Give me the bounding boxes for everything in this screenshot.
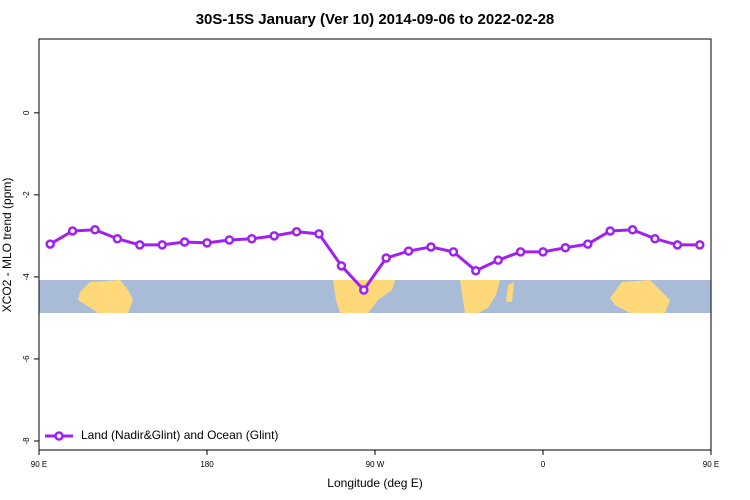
point xyxy=(135,240,145,250)
point xyxy=(471,266,481,276)
point xyxy=(538,247,548,257)
land xyxy=(333,280,395,313)
point xyxy=(202,238,212,248)
chart-title: 30S-15S January (Ver 10) 2014-09-06 to 2… xyxy=(196,11,555,28)
point xyxy=(672,240,683,250)
x-tick-label: 180 xyxy=(200,460,214,469)
x-tick-label: 0 xyxy=(541,460,546,469)
x-tick-label: 90 E xyxy=(703,460,719,469)
point xyxy=(583,239,593,249)
land xyxy=(506,282,514,302)
point xyxy=(381,253,391,263)
point xyxy=(605,226,615,236)
point xyxy=(650,234,660,244)
legend-label: Land (Nadir&Glint) and Ocean (Glint) xyxy=(81,428,278,442)
point xyxy=(493,255,503,265)
legend-marker xyxy=(54,431,64,441)
point xyxy=(269,231,279,241)
point xyxy=(426,242,436,252)
point xyxy=(179,237,190,247)
point xyxy=(336,261,347,271)
point xyxy=(247,234,257,244)
land xyxy=(460,280,500,313)
point xyxy=(359,285,369,295)
point xyxy=(515,247,526,257)
land xyxy=(78,280,133,313)
point xyxy=(291,227,302,237)
y-tick-label: -2 xyxy=(22,191,31,199)
point xyxy=(224,235,235,245)
point xyxy=(112,234,123,244)
point xyxy=(627,224,638,235)
point xyxy=(314,229,324,239)
land xyxy=(610,280,670,313)
x-tick-label: 90 W xyxy=(366,460,385,469)
y-tick-label: -6 xyxy=(22,355,31,363)
point xyxy=(448,247,459,257)
y-axis-label: XCO2 - MLO trend (ppm) xyxy=(0,178,14,313)
point xyxy=(45,239,55,249)
point xyxy=(560,243,571,253)
x-tick-label: 90 E xyxy=(31,460,47,469)
map-band xyxy=(39,280,711,313)
point xyxy=(67,226,78,236)
y-tick-label: -8 xyxy=(22,437,31,445)
point xyxy=(157,240,167,250)
x-axis-label: Longitude (deg E) xyxy=(327,476,422,490)
y-tick-label: 0 xyxy=(22,110,31,115)
point xyxy=(403,246,414,256)
point xyxy=(695,240,705,250)
y-tick-label: -4 xyxy=(22,273,31,281)
point xyxy=(90,224,100,235)
